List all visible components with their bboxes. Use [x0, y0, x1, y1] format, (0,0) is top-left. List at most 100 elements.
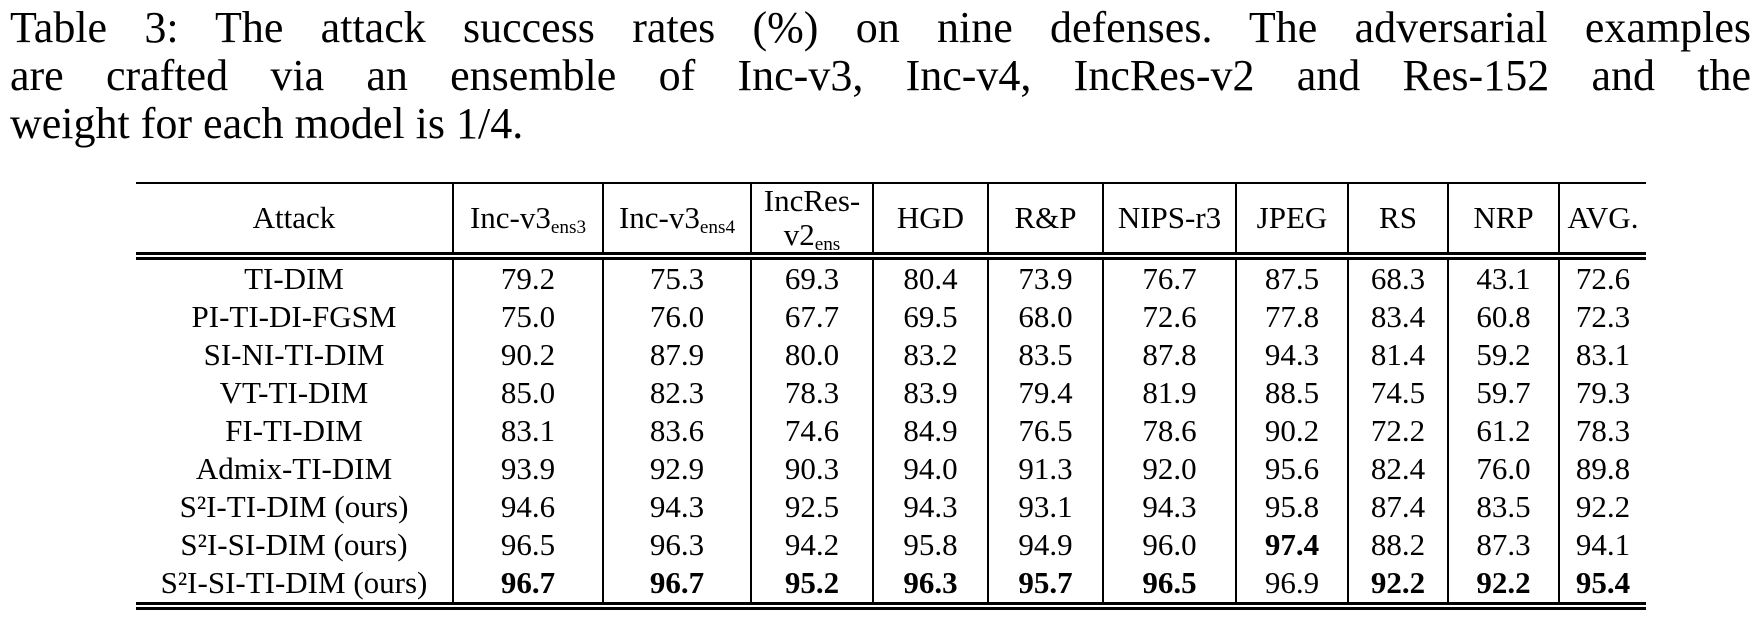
value-cell: 96.5 [1102, 564, 1236, 606]
value-cell: 91.3 [987, 450, 1103, 488]
column-header-label: NIPS-r3 [1117, 200, 1222, 235]
value-cell: 79.2 [452, 256, 603, 298]
value-cell: 96.3 [872, 564, 988, 606]
value-cell: 92.5 [750, 488, 873, 526]
attack-name-cell: VT-TI-DIM [219, 375, 369, 410]
value-cell: 72.6 [1102, 298, 1236, 336]
column-header-incres-v2-ens: IncRes-v2ens [750, 183, 873, 260]
value-cell: 90.2 [452, 336, 603, 374]
column-header-jpeg: JPEG [1235, 183, 1348, 260]
value-cell: 94.2 [750, 526, 873, 564]
attack-name-cell: PI-TI-DI-FGSM [191, 299, 397, 334]
attack-name-cell: Admix-TI-DIM [195, 451, 393, 486]
table-body: TI-DIM 79.2 75.3 69.3 80.4 73.9 76.7 87.5 68.3 43… [136, 256, 1646, 606]
attack-name-cell: SI-NI-TI-DIM [203, 337, 385, 372]
value-cell: 92.0 [1102, 450, 1236, 488]
value-cell: 69.3 [750, 256, 873, 298]
column-header-inc-v3-ens4: Inc-v3ens4 [602, 183, 751, 260]
value-cell: 76.5 [987, 412, 1103, 450]
value-cell: 93.9 [452, 450, 603, 488]
column-header-label: NRP [1473, 200, 1534, 235]
column-header-label: HGD [896, 200, 965, 235]
attack-name-cell: TI-DIM [244, 261, 344, 296]
value-cell: 82.4 [1347, 450, 1448, 488]
value-cell: 76.7 [1102, 256, 1236, 298]
value-cell: 89.8 [1558, 450, 1646, 488]
value-cell: 75.0 [452, 298, 603, 336]
value-cell: 88.2 [1347, 526, 1448, 564]
table-row: S²I-SI-TI-DIM (ours) 96.7 96.7 95.2 96.3 95.7… [136, 564, 1646, 606]
value-cell: 83.2 [872, 336, 988, 374]
column-header-hgd: HGD [872, 183, 988, 260]
value-cell: 79.3 [1558, 374, 1646, 412]
value-cell: 78.3 [750, 374, 873, 412]
value-cell: 90.3 [750, 450, 873, 488]
value-cell: 85.0 [452, 374, 603, 412]
column-header-subscript: ens3 [550, 216, 587, 238]
value-cell: 96.9 [1235, 564, 1348, 606]
table-head: Attack Inc-v3 ens3 Inc-v3ens4 IncRes-v2ens HG… [136, 183, 1646, 260]
column-header-label: Inc-v3 [618, 200, 700, 235]
value-cell: 96.3 [602, 526, 751, 564]
value-cell: 92.2 [1347, 564, 1448, 606]
column-header-label-line2: v2 [783, 217, 815, 252]
value-cell: 77.8 [1235, 298, 1348, 336]
value-cell: 94.3 [1102, 488, 1236, 526]
value-cell: 72.2 [1347, 412, 1448, 450]
attack-name-cell: S²I-TI-DIM (ours) [179, 489, 409, 524]
value-cell: 72.6 [1558, 256, 1646, 298]
value-cell: 97.4 [1235, 526, 1348, 564]
value-cell: 94.9 [987, 526, 1103, 564]
value-cell: 43.1 [1447, 256, 1559, 298]
value-cell: 83.9 [872, 374, 988, 412]
value-cell: 88.5 [1235, 374, 1348, 412]
column-header-avg: AVG. [1558, 183, 1646, 260]
value-cell: 84.9 [872, 412, 988, 450]
table-row: Admix-TI-DIM 93.9 92.9 90.3 94.0 91.3 92.0 95.6… [136, 450, 1646, 488]
value-cell: 94.6 [452, 488, 603, 526]
column-header-label: AVG. [1567, 200, 1639, 235]
value-cell: 92.2 [1558, 488, 1646, 526]
value-cell: 80.4 [872, 256, 988, 298]
value-cell: 76.0 [1447, 450, 1559, 488]
value-cell: 74.5 [1347, 374, 1448, 412]
value-cell: 78.3 [1558, 412, 1646, 450]
column-header-nips-r3: NIPS-r3 [1102, 183, 1236, 260]
value-cell: 83.1 [1558, 336, 1646, 374]
value-cell: 87.3 [1447, 526, 1559, 564]
value-cell: 83.5 [1447, 488, 1559, 526]
table-row: S²I-SI-DIM (ours) 96.5 96.3 94.2 95.8 94.9 96.… [136, 526, 1646, 564]
value-cell: 82.3 [602, 374, 751, 412]
value-cell: 78.6 [1102, 412, 1236, 450]
column-header-label: R&P [1014, 200, 1077, 235]
column-header-attack: Attack [136, 183, 453, 260]
column-header-subscript: ens4 [699, 216, 736, 238]
table-row: PI-TI-DI-FGSM 75.0 76.0 67.7 69.5 68.0 72.6 77.… [136, 298, 1646, 336]
table-caption: Table 3: The attack success rates (%) on… [10, 4, 1751, 148]
value-cell: 59.2 [1447, 336, 1559, 374]
results-table: Attack Inc-v3 ens3 Inc-v3ens4 IncRes-v2ens HG… [136, 182, 1646, 610]
value-cell: 93.1 [987, 488, 1103, 526]
value-cell: 72.3 [1558, 298, 1646, 336]
value-cell: 83.4 [1347, 298, 1448, 336]
value-cell: 68.0 [987, 298, 1103, 336]
value-cell: 94.0 [872, 450, 988, 488]
value-cell: 94.3 [1235, 336, 1348, 374]
table-row: VT-TI-DIM 85.0 82.3 78.3 83.9 79.4 81.9 88.5 74.… [136, 374, 1646, 412]
column-header-rs: RS [1347, 183, 1448, 260]
column-header-nrp: NRP [1447, 183, 1559, 260]
value-cell: 95.7 [987, 564, 1103, 606]
value-cell: 95.6 [1235, 450, 1348, 488]
value-cell: 67.7 [750, 298, 873, 336]
column-header-label: IncRes- [763, 183, 861, 218]
value-cell: 87.9 [602, 336, 751, 374]
value-cell: 94.3 [602, 488, 751, 526]
value-cell: 81.9 [1102, 374, 1236, 412]
value-cell: 74.6 [750, 412, 873, 450]
value-cell: 95.4 [1558, 564, 1646, 606]
value-cell: 83.5 [987, 336, 1103, 374]
value-cell: 61.2 [1447, 412, 1559, 450]
value-cell: 95.8 [1235, 488, 1348, 526]
value-cell: 68.3 [1347, 256, 1448, 298]
table-row: FI-TI-DIM 83.1 83.6 74.6 84.9 76.5 78.6 90.2 72.… [136, 412, 1646, 450]
